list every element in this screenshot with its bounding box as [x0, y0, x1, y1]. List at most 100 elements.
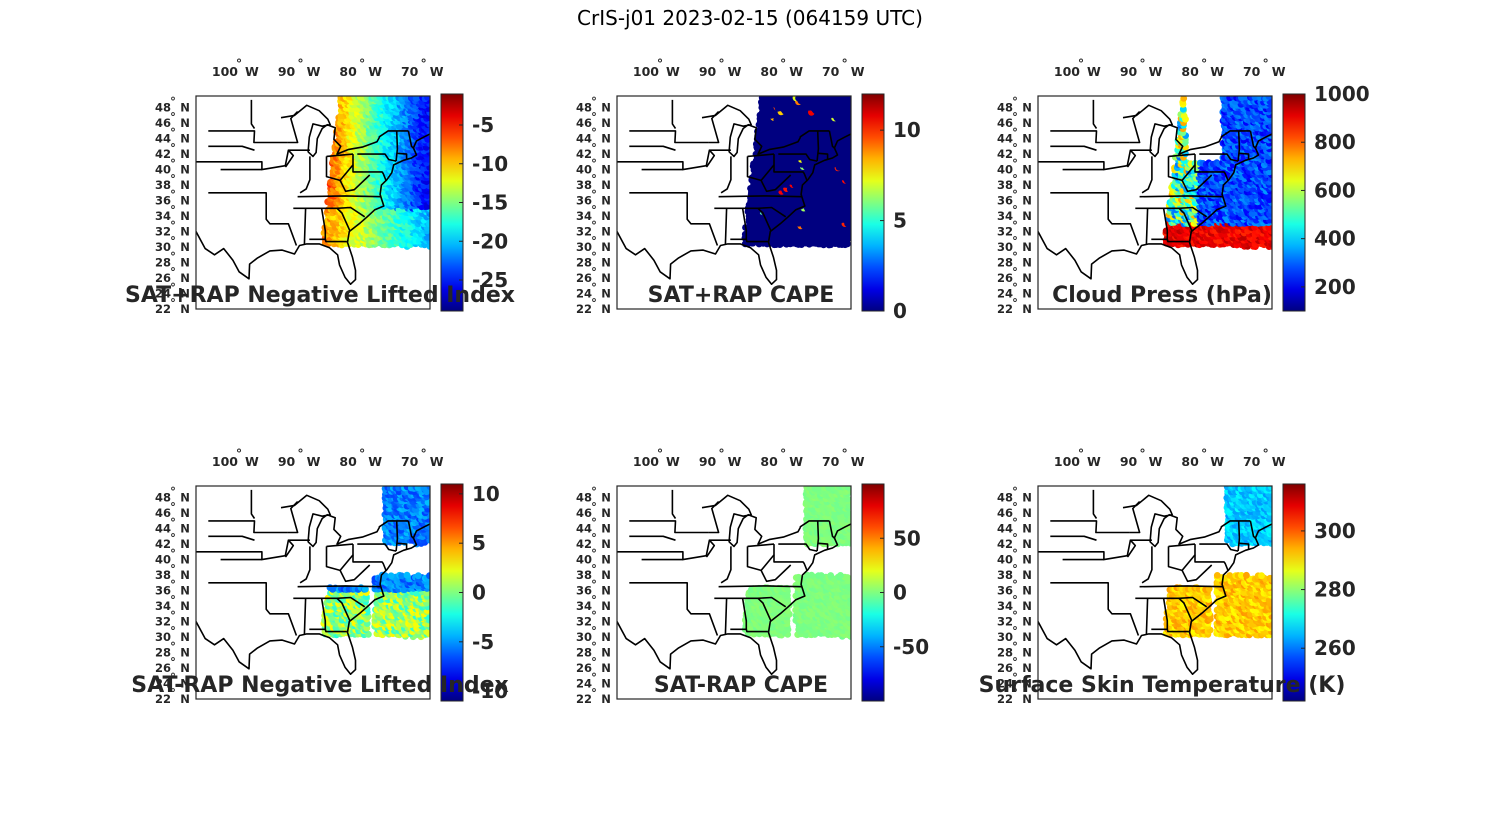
lon-suffix: W — [368, 454, 382, 469]
lat-suffix: N — [601, 287, 611, 301]
degree-mark: ° — [170, 203, 176, 217]
state-border — [297, 195, 382, 198]
degree-mark: ° — [170, 95, 176, 109]
state-border — [1126, 149, 1137, 168]
degree-mark: ° — [591, 219, 597, 233]
panel-title: SAT+RAP CAPE — [647, 283, 835, 308]
degree-mark: ° — [1012, 110, 1018, 124]
great-lakes-outline — [1122, 104, 1223, 158]
colorbar — [861, 93, 885, 312]
lat-suffix: N — [180, 225, 190, 239]
lat-suffix: N — [601, 256, 611, 270]
lat-suffix: N — [180, 584, 190, 598]
lat-label: 24 — [155, 677, 171, 691]
lat-label: 34 — [155, 599, 171, 613]
lon-suffix: W — [1087, 64, 1101, 79]
state-border — [746, 154, 775, 182]
panel-title: SAT+RAP Negative Lifted Index — [125, 283, 515, 308]
lon-label: 100 — [633, 64, 659, 79]
state-border — [1167, 154, 1196, 182]
degree-mark: ° — [170, 157, 176, 171]
degree-mark: ° — [170, 562, 176, 576]
degree-mark: ° — [591, 110, 597, 124]
colorbar-tick-label: -25 — [472, 268, 508, 292]
state-border — [778, 153, 818, 162]
degree-mark: ° — [1139, 56, 1145, 71]
state-border — [671, 99, 677, 129]
degree-mark: ° — [170, 516, 176, 530]
lat-label: 36 — [155, 194, 171, 208]
state-border — [196, 149, 310, 171]
lon-suffix: W — [728, 64, 742, 79]
map-sat-rap-plus-lifted-index: 100°W 90°W 80°W 70°W48 ° N46 ° N44 ° N42 ° N40 ° N38 °… — [155, 56, 508, 316]
state-border — [629, 145, 676, 151]
degree-mark: ° — [170, 609, 176, 623]
lat-suffix: N — [601, 240, 611, 254]
lat-label: 28 — [155, 646, 171, 660]
state-border — [208, 130, 288, 144]
colorbar-tick-label: -5 — [472, 113, 494, 137]
state-border — [1220, 130, 1251, 138]
lat-label: 22 — [155, 692, 171, 706]
state-border — [250, 99, 256, 129]
state-border — [339, 174, 371, 193]
degree-mark: ° — [170, 531, 176, 545]
degree-mark: ° — [1012, 126, 1018, 140]
lat-label: 42 — [155, 147, 171, 161]
colorbar-tick-label: 800 — [1314, 130, 1356, 154]
data-point — [425, 220, 430, 228]
degree-mark: ° — [591, 281, 597, 295]
lat-label: 40 — [155, 553, 171, 567]
lat-suffix: N — [601, 178, 611, 192]
lat-label: 30 — [155, 630, 171, 644]
map-sat-rap-minus-lifted-index: 100°W 90°W 80°W 70°W48 ° N46 ° N44 ° N42 ° N40 ° N38 °… — [155, 446, 508, 706]
great-lakes-outline — [701, 104, 802, 158]
lat-label: 32 — [155, 225, 171, 239]
lon-suffix: W — [1272, 64, 1286, 79]
degree-mark: ° — [1201, 56, 1207, 71]
lat-suffix: N — [180, 163, 190, 177]
degree-mark: ° — [421, 446, 427, 461]
state-border — [1194, 164, 1230, 182]
degree-mark: ° — [170, 686, 176, 700]
degree-mark: ° — [591, 203, 597, 217]
lat-suffix: N — [1022, 225, 1032, 239]
state-border — [336, 207, 351, 232]
state-border — [757, 207, 772, 232]
degree-mark: ° — [170, 141, 176, 155]
lat-suffix: N — [1022, 132, 1032, 146]
state-border — [395, 130, 399, 162]
lat-label: 34 — [155, 209, 171, 223]
data-point — [1265, 224, 1272, 231]
state-border — [1237, 130, 1241, 162]
degree-mark: ° — [170, 485, 176, 499]
lat-suffix: N — [1022, 256, 1032, 270]
lat-label: 32 — [576, 225, 592, 239]
state-border — [1239, 152, 1250, 160]
lat-suffix: N — [180, 522, 190, 536]
lat-suffix: N — [1022, 116, 1032, 130]
panel-sat-rap-plus-cape: 100 ° W 90 ° W 80 ° W 70 ° W 48 ° N 46 ° N 44 ° N 42 ° N 40 ° N 38 °… — [526, 55, 966, 345]
lat-label: 22 — [155, 302, 171, 316]
lat-label: 46 — [576, 116, 592, 130]
lat-label: 42 — [576, 147, 592, 161]
state-border — [1050, 192, 1140, 246]
lat-suffix: N — [180, 256, 190, 270]
degree-mark: ° — [1012, 265, 1018, 279]
lat-suffix: N — [601, 116, 611, 130]
lat-label: 46 — [155, 506, 171, 520]
state-border — [326, 153, 354, 158]
lat-label: 42 — [997, 147, 1013, 161]
state-border — [1141, 156, 1153, 194]
lat-label: 26 — [155, 661, 171, 675]
lat-suffix: N — [180, 302, 190, 316]
lon-suffix: W — [245, 64, 259, 79]
state-border — [1139, 195, 1224, 198]
degree-mark: ° — [591, 265, 597, 279]
state-border — [1050, 145, 1097, 151]
lat-suffix: N — [1022, 287, 1032, 301]
degree-mark: ° — [170, 593, 176, 607]
degree-mark: ° — [591, 157, 597, 171]
lon-label: 90 — [278, 454, 296, 469]
degree-mark: ° — [1012, 203, 1018, 217]
